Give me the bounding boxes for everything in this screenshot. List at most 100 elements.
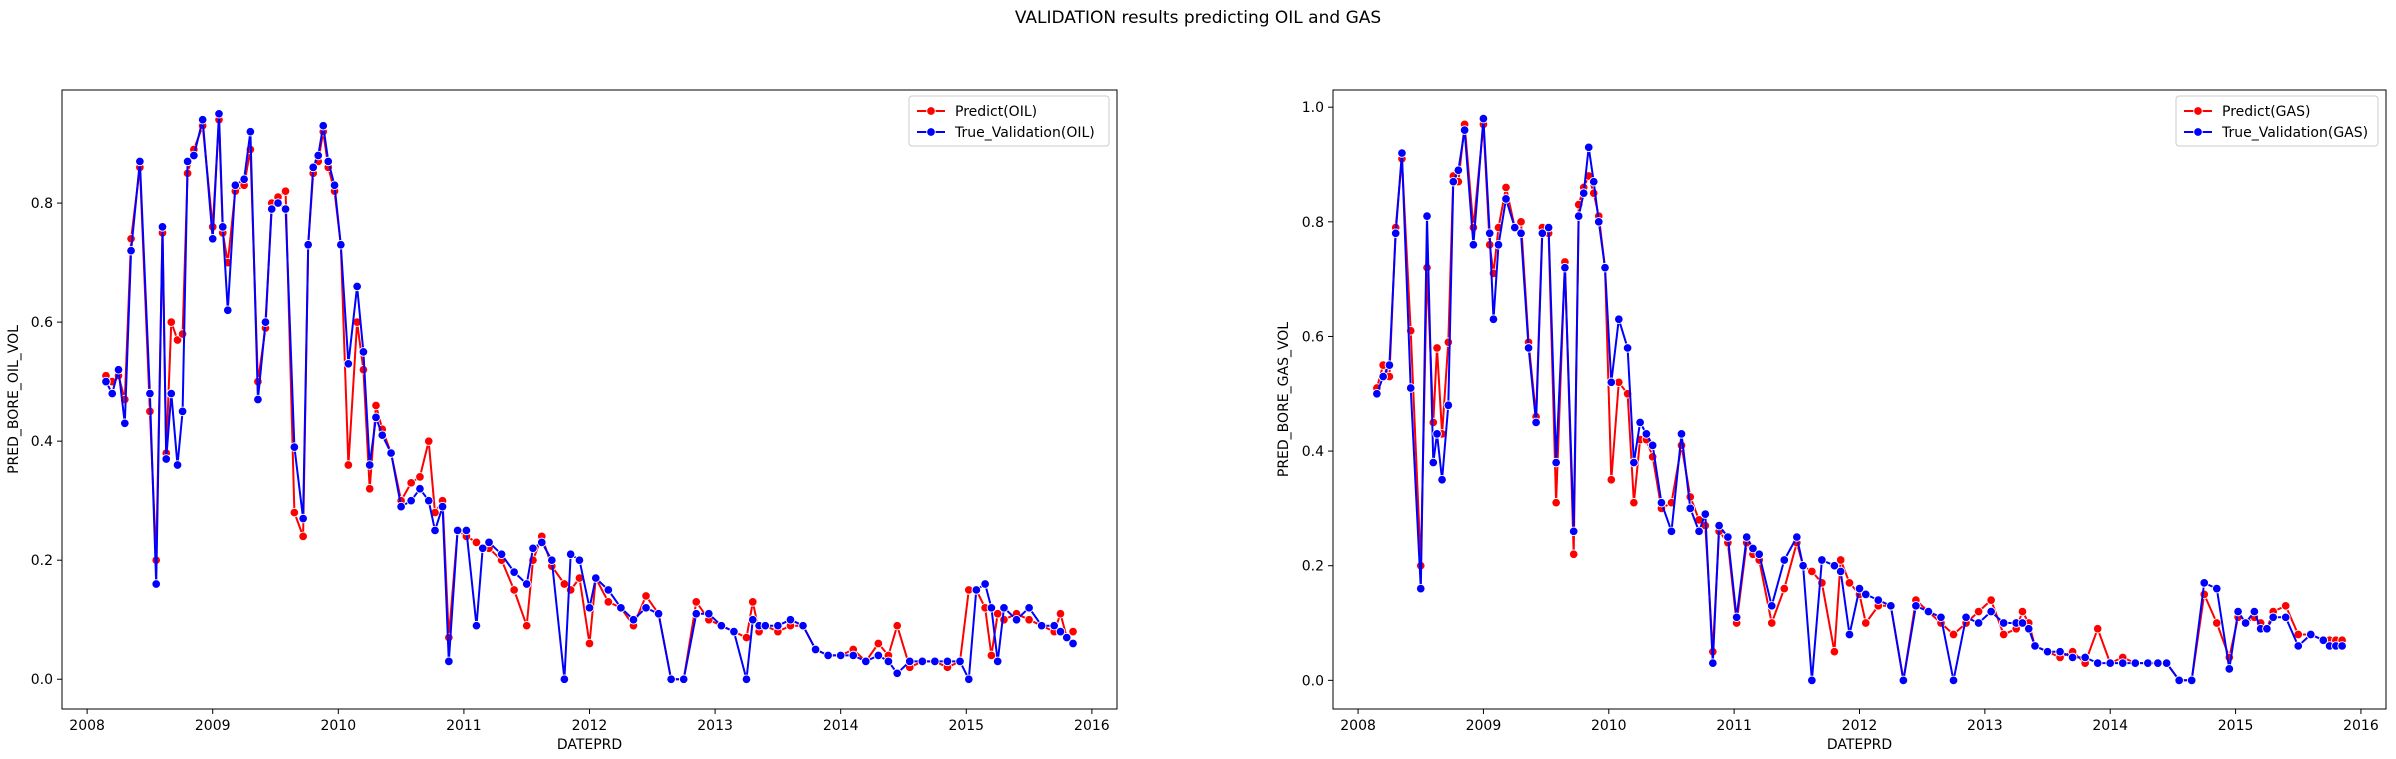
data-point: [1948, 629, 1959, 640]
data-point: [616, 603, 626, 613]
data-point: [1573, 211, 1584, 221]
data-point: [1798, 560, 1808, 571]
y-tick-label: 0.0: [1302, 673, 1324, 689]
data-point: [1766, 618, 1777, 628]
data-point: [1062, 632, 1072, 643]
data-point: [641, 591, 651, 601]
data-point: [2130, 658, 2141, 668]
chart-panel-1: 2008 2009 2010 2011 2012 2013 2014 2015 2016 0.0 0…: [6, 89, 1118, 753]
x-tick-label: 2012: [572, 718, 608, 734]
data-point: [358, 347, 369, 357]
data-point: [172, 460, 183, 470]
data-point: [1459, 125, 1470, 135]
data-point: [1700, 509, 1711, 519]
data-point: [565, 585, 576, 595]
data-point: [1723, 532, 1733, 542]
data-point: [177, 329, 188, 339]
data-point: [1835, 566, 1846, 577]
data-point: [603, 597, 614, 607]
data-point: [113, 364, 124, 375]
data-point: [547, 555, 557, 565]
data-point: [1861, 618, 1871, 628]
data-point: [1531, 417, 1541, 428]
data-point: [873, 650, 884, 661]
series-line: [105, 118, 1074, 681]
data-point: [1516, 228, 1526, 239]
data-point: [521, 620, 532, 631]
data-point: [1792, 532, 1802, 542]
data-point: [1647, 440, 1658, 451]
data-point: [352, 281, 362, 292]
data-point: [1484, 228, 1495, 239]
data-point: [1844, 578, 1855, 588]
data-point: [1501, 182, 1511, 193]
series-true-validation: [101, 109, 1078, 684]
data-point: [678, 674, 689, 684]
x-tick-label: 2010: [320, 718, 356, 734]
data-point: [2153, 658, 2163, 668]
data-point: [509, 567, 519, 577]
data-point: [1372, 389, 1382, 399]
data-point: [2042, 646, 2053, 657]
data-point: [266, 204, 277, 214]
x-tick-label: 2012: [1842, 718, 1878, 734]
data-point: [509, 585, 519, 595]
data-point: [2280, 612, 2291, 623]
data-point: [172, 335, 183, 345]
data-point: [1478, 113, 1489, 124]
data-point: [496, 549, 507, 560]
data-point: [2092, 658, 2103, 668]
series-predict: [101, 115, 1078, 684]
data-point: [1873, 595, 1884, 605]
data-point: [2293, 641, 2303, 651]
data-point: [584, 603, 595, 613]
data-point: [120, 418, 130, 429]
data-point: [289, 507, 300, 518]
data-point: [892, 620, 902, 631]
data-point: [835, 650, 846, 661]
data-point: [1390, 228, 1401, 239]
data-point: [955, 656, 965, 667]
data-point: [461, 525, 472, 536]
data-point: [415, 472, 425, 482]
data-point: [2023, 624, 2034, 634]
x-tick-label: 2016: [2343, 718, 2379, 734]
data-point: [930, 656, 940, 667]
data-point: [484, 537, 494, 548]
data-point: [971, 585, 982, 595]
data-point: [1055, 609, 1066, 619]
data-point: [528, 543, 538, 554]
data-point: [584, 638, 595, 649]
data-point: [1024, 614, 1034, 625]
data-point: [1754, 549, 1764, 560]
legend-label: True_Validation(OIL): [954, 125, 1095, 141]
data-point: [986, 603, 997, 613]
data-point: [999, 614, 1009, 625]
data-point: [471, 620, 482, 631]
data-point: [992, 609, 1003, 619]
data-point: [2212, 583, 2222, 594]
chart-panel-2: 2008 2009 2010 2011 2012 2013 2014 2015 2016 0.0 0…: [1276, 89, 2387, 753]
data-point: [2318, 635, 2329, 645]
x-axis-label: DATEPRD: [557, 737, 622, 753]
data-point: [329, 180, 340, 190]
data-point: [748, 614, 758, 625]
x-tick-label: 2013: [1967, 718, 2003, 734]
data-point: [1600, 262, 1610, 273]
data-point: [1437, 474, 1447, 485]
data-point: [2212, 618, 2222, 628]
data-point: [1510, 222, 1520, 233]
data-point: [1493, 239, 1504, 250]
data-point: [1807, 566, 1817, 577]
data-point: [905, 656, 915, 667]
data-point: [214, 109, 224, 119]
data-point: [1817, 555, 1827, 565]
data-point: [1685, 503, 1696, 514]
data-point: [1428, 457, 1439, 468]
data-point: [452, 525, 463, 536]
data-point: [1443, 337, 1454, 347]
data-point: [471, 537, 482, 548]
x-tick-label: 2008: [1340, 718, 1376, 734]
y-tick-label: 0.6: [31, 315, 53, 331]
data-point: [574, 555, 585, 565]
